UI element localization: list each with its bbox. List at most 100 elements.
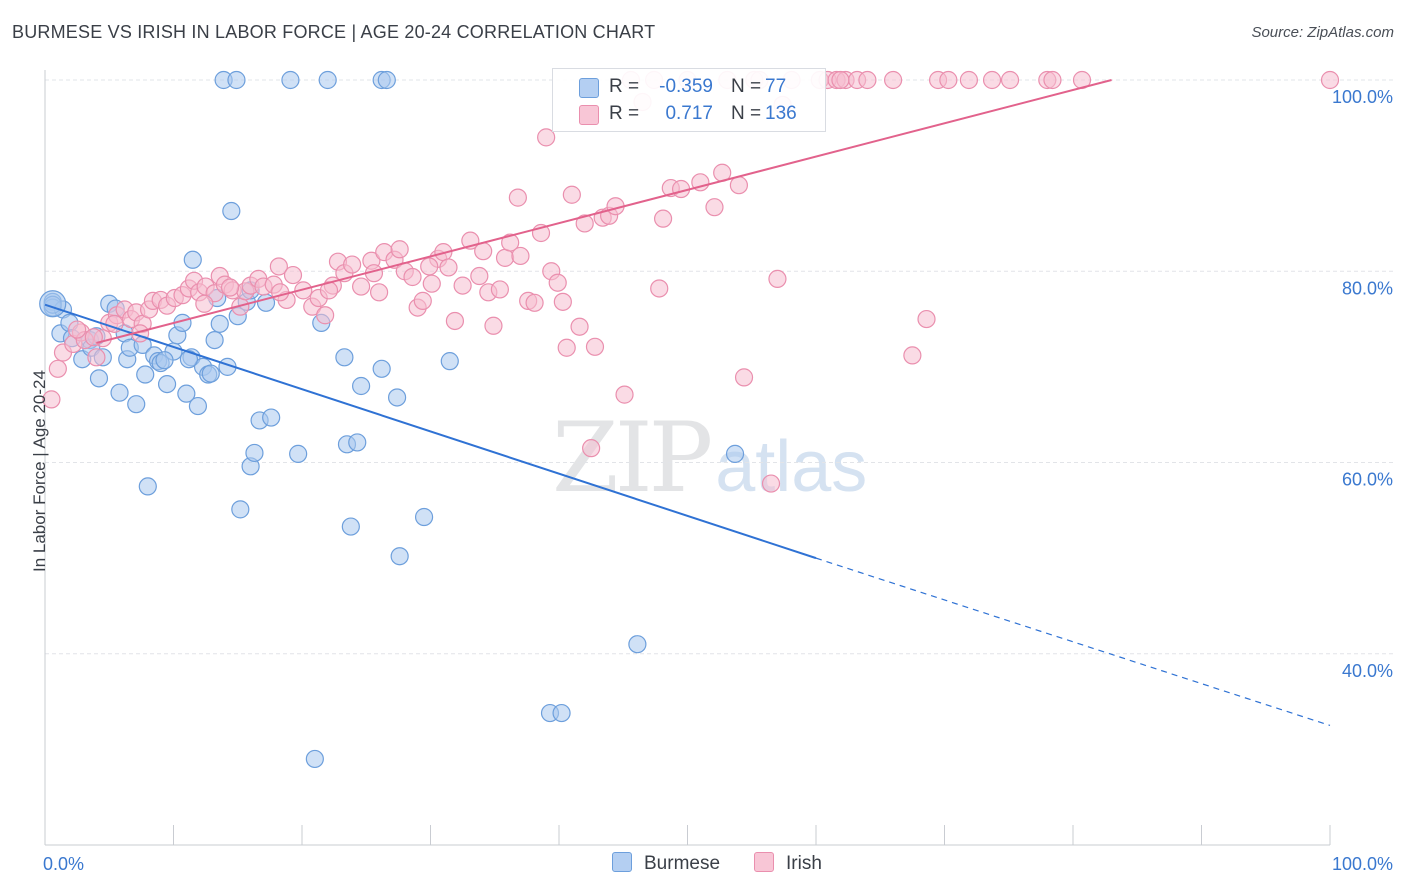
burmese-point	[414, 507, 434, 527]
irish-point	[939, 70, 958, 90]
legend-r-label: R =	[609, 76, 640, 97]
irish-point	[352, 277, 371, 296]
burmese-point	[289, 444, 308, 463]
y-axis-title: In Labor Force | Age 20-24	[30, 370, 49, 572]
burmese-point	[341, 517, 360, 536]
irish-point	[420, 257, 439, 276]
burmese-point	[127, 395, 146, 414]
legend-swatch-irish	[754, 852, 774, 872]
irish-point	[490, 280, 509, 299]
irish-point	[68, 320, 87, 339]
y-tick-label: 60.0%	[1342, 470, 1393, 490]
burmese-point	[372, 359, 391, 378]
irish-point	[495, 248, 515, 267]
irish-point	[917, 309, 936, 329]
irish-point	[729, 176, 749, 195]
burmese-point	[138, 477, 157, 496]
legend-r-value-irish: 0.717	[665, 103, 713, 124]
axis-layer	[44, 70, 1331, 846]
irish-point	[691, 173, 710, 192]
legend-n-value-irish: 136	[765, 103, 797, 124]
correlation-legend: R = -0.359 N = 77 R = 0.717 N = 136	[552, 68, 826, 132]
burmese-point	[188, 396, 208, 416]
burmese-point	[231, 500, 250, 519]
burmese-trend-line	[44, 303, 817, 560]
irish-point	[413, 291, 432, 310]
burmese-point	[318, 70, 337, 90]
burmese-point	[552, 703, 571, 723]
burmese-point	[136, 365, 155, 384]
burmese-point	[222, 201, 241, 221]
irish-point	[768, 269, 787, 288]
irish-point	[575, 214, 594, 233]
irish-point	[982, 70, 1002, 90]
irish-point	[470, 266, 489, 286]
legend-row-irish: R = 0.717 N = 136	[553, 101, 825, 127]
irish-points	[42, 70, 1340, 493]
burmese-point	[201, 364, 220, 383]
irish-point	[269, 257, 288, 276]
burmese-point	[390, 547, 409, 566]
burmese-point-cluster	[39, 290, 67, 318]
irish-point	[1320, 70, 1340, 90]
y-tick-label: 40.0%	[1342, 661, 1393, 681]
irish-point	[1043, 70, 1062, 90]
burmese-point	[177, 384, 196, 403]
irish-point	[343, 255, 362, 274]
irish-point	[761, 474, 781, 493]
burmese-point	[110, 383, 129, 402]
irish-point	[570, 317, 589, 336]
irish-point	[42, 390, 61, 409]
burmese-trend-extension	[815, 557, 1331, 727]
legend-swatch-burmese	[579, 78, 599, 98]
irish-point	[650, 279, 669, 298]
irish-point	[403, 267, 422, 287]
burmese-point	[725, 444, 745, 463]
irish-trend-line	[96, 79, 1112, 344]
burmese-point	[210, 314, 229, 333]
irish-point	[271, 283, 290, 302]
irish-point	[548, 273, 567, 292]
legend-label-burmese: Burmese	[644, 853, 721, 874]
burmese-points	[39, 70, 745, 769]
irish-point	[445, 311, 465, 331]
legend-item-burmese[interactable]: Burmese	[612, 852, 720, 875]
burmese-point	[89, 369, 109, 388]
burmese-point	[157, 374, 177, 394]
irish-point	[858, 70, 877, 90]
legend-r-value-burmese: -0.359	[659, 76, 713, 97]
burmese-point	[262, 408, 281, 427]
burmese-point	[305, 749, 324, 769]
irish-point	[453, 276, 472, 295]
irish-point	[557, 338, 576, 357]
irish-point	[615, 385, 634, 404]
irish-point	[562, 185, 581, 204]
chart-title: BURMESE VS IRISH IN LABOR FORCE | AGE 20…	[12, 22, 656, 42]
irish-point	[705, 198, 724, 217]
burmese-point	[179, 350, 199, 369]
legend-swatch-irish	[579, 105, 599, 125]
irish-point	[390, 240, 409, 259]
irish-point	[959, 70, 979, 90]
burmese-point	[352, 376, 371, 396]
burmese-point	[335, 348, 354, 367]
burmese-point	[348, 433, 367, 452]
irish-point	[439, 258, 458, 277]
irish-point	[537, 128, 556, 147]
burmese-point	[440, 352, 459, 371]
legend-n-label: N =	[731, 76, 762, 97]
irish-point	[883, 70, 903, 90]
legend-item-irish[interactable]: Irish	[754, 852, 822, 875]
burmese-point	[245, 443, 264, 463]
irish-point	[501, 233, 520, 252]
burmese-point	[155, 351, 174, 370]
legend-n-value-burmese: 77	[765, 76, 787, 97]
irish-point	[511, 246, 530, 266]
irish-point	[582, 439, 601, 458]
irish-point	[87, 348, 106, 367]
tick-label-layer: 40.0% 60.0% 80.0% 100.0% 0.0% 100.0%	[43, 87, 1393, 874]
irish-point	[553, 292, 572, 311]
irish-point	[422, 274, 441, 293]
irish-point	[220, 278, 240, 297]
